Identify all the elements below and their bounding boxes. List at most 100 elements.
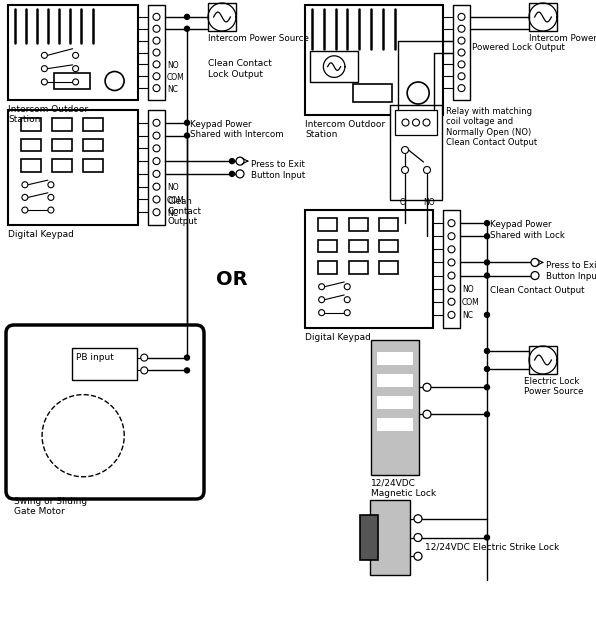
Text: Press to Exit
Button Input: Press to Exit Button Input <box>546 262 596 281</box>
Text: Intercom Power Source: Intercom Power Source <box>529 34 596 43</box>
Text: 12/24VDC Electric Strike Lock: 12/24VDC Electric Strike Lock <box>425 542 559 552</box>
Circle shape <box>423 119 430 126</box>
Circle shape <box>402 146 408 154</box>
Bar <box>529 3 557 31</box>
Bar <box>54 73 90 89</box>
Circle shape <box>48 182 54 188</box>
Circle shape <box>485 412 489 417</box>
Circle shape <box>229 159 234 164</box>
Bar <box>377 396 413 409</box>
Circle shape <box>485 234 489 239</box>
Bar <box>21 159 41 172</box>
Bar <box>390 105 442 200</box>
Bar <box>377 374 413 387</box>
Circle shape <box>153 157 160 165</box>
Bar <box>21 139 41 151</box>
Circle shape <box>153 196 160 203</box>
Circle shape <box>344 297 350 303</box>
Bar <box>395 110 437 135</box>
Circle shape <box>448 232 455 240</box>
Text: Swing or Sliding
Gate Motor: Swing or Sliding Gate Motor <box>14 497 87 516</box>
Bar <box>305 5 443 115</box>
Circle shape <box>141 367 148 374</box>
Circle shape <box>185 14 190 19</box>
Circle shape <box>185 26 190 31</box>
Text: PB input: PB input <box>76 353 114 362</box>
Text: Powered Lock Output: Powered Lock Output <box>472 43 565 51</box>
Circle shape <box>485 260 489 265</box>
Circle shape <box>73 52 79 58</box>
Bar <box>52 159 72 172</box>
Bar <box>349 218 368 231</box>
Bar <box>349 239 368 252</box>
Bar <box>21 118 41 131</box>
Text: NC: NC <box>167 209 178 218</box>
Bar <box>305 210 433 328</box>
Circle shape <box>41 52 48 58</box>
Bar <box>148 110 165 225</box>
Circle shape <box>485 273 489 278</box>
Bar <box>83 118 103 131</box>
Text: Keypad Power
Shared with Lock: Keypad Power Shared with Lock <box>490 220 565 239</box>
Circle shape <box>153 84 160 92</box>
Circle shape <box>423 410 431 418</box>
Bar <box>310 51 358 82</box>
Circle shape <box>236 170 244 178</box>
Text: Intercom Power Source: Intercom Power Source <box>208 34 309 43</box>
Circle shape <box>531 272 539 280</box>
Circle shape <box>153 209 160 216</box>
Circle shape <box>412 119 420 126</box>
Bar <box>529 346 557 374</box>
Circle shape <box>485 348 489 353</box>
Circle shape <box>448 246 455 253</box>
Text: Relay with matching
coil voltage and
Normally Open (NO)
Clean Contact Output: Relay with matching coil voltage and Nor… <box>446 107 537 147</box>
Circle shape <box>73 66 79 72</box>
Text: NO: NO <box>167 61 179 70</box>
Circle shape <box>319 309 325 316</box>
Circle shape <box>402 167 408 174</box>
Circle shape <box>185 133 190 138</box>
Circle shape <box>153 14 160 20</box>
Bar <box>208 3 236 31</box>
Circle shape <box>185 368 190 373</box>
Text: C: C <box>400 198 405 207</box>
Circle shape <box>153 145 160 152</box>
Circle shape <box>153 119 160 126</box>
Text: Digital Keypad: Digital Keypad <box>8 230 74 239</box>
Circle shape <box>458 14 465 20</box>
Text: Clean
Contact
Output: Clean Contact Output <box>167 197 201 226</box>
Circle shape <box>153 183 160 190</box>
Bar <box>443 210 460 328</box>
Bar <box>72 348 137 380</box>
Text: NO: NO <box>167 183 179 192</box>
Bar <box>379 239 399 252</box>
Text: Intercom Outdoor
Station: Intercom Outdoor Station <box>8 105 88 125</box>
Text: COM: COM <box>167 73 185 82</box>
Circle shape <box>153 37 160 44</box>
Circle shape <box>319 297 325 303</box>
Circle shape <box>448 285 455 292</box>
Circle shape <box>414 515 422 523</box>
Text: Digital Keypad: Digital Keypad <box>305 333 371 342</box>
Circle shape <box>236 157 244 165</box>
Circle shape <box>448 259 455 266</box>
Circle shape <box>41 66 48 72</box>
Circle shape <box>531 259 539 267</box>
Bar <box>318 218 337 231</box>
Circle shape <box>73 79 79 85</box>
Bar <box>349 261 368 273</box>
Text: Clean Contact Output: Clean Contact Output <box>490 286 585 294</box>
Circle shape <box>485 535 489 540</box>
Circle shape <box>22 182 28 188</box>
Circle shape <box>105 71 124 91</box>
Bar <box>318 261 337 273</box>
Circle shape <box>344 309 350 316</box>
Circle shape <box>414 533 422 541</box>
Circle shape <box>22 195 28 200</box>
Text: NC: NC <box>462 311 473 321</box>
Bar <box>83 139 103 151</box>
FancyBboxPatch shape <box>6 325 204 499</box>
Bar <box>379 218 399 231</box>
Text: OR: OR <box>216 270 248 289</box>
Circle shape <box>414 552 422 560</box>
